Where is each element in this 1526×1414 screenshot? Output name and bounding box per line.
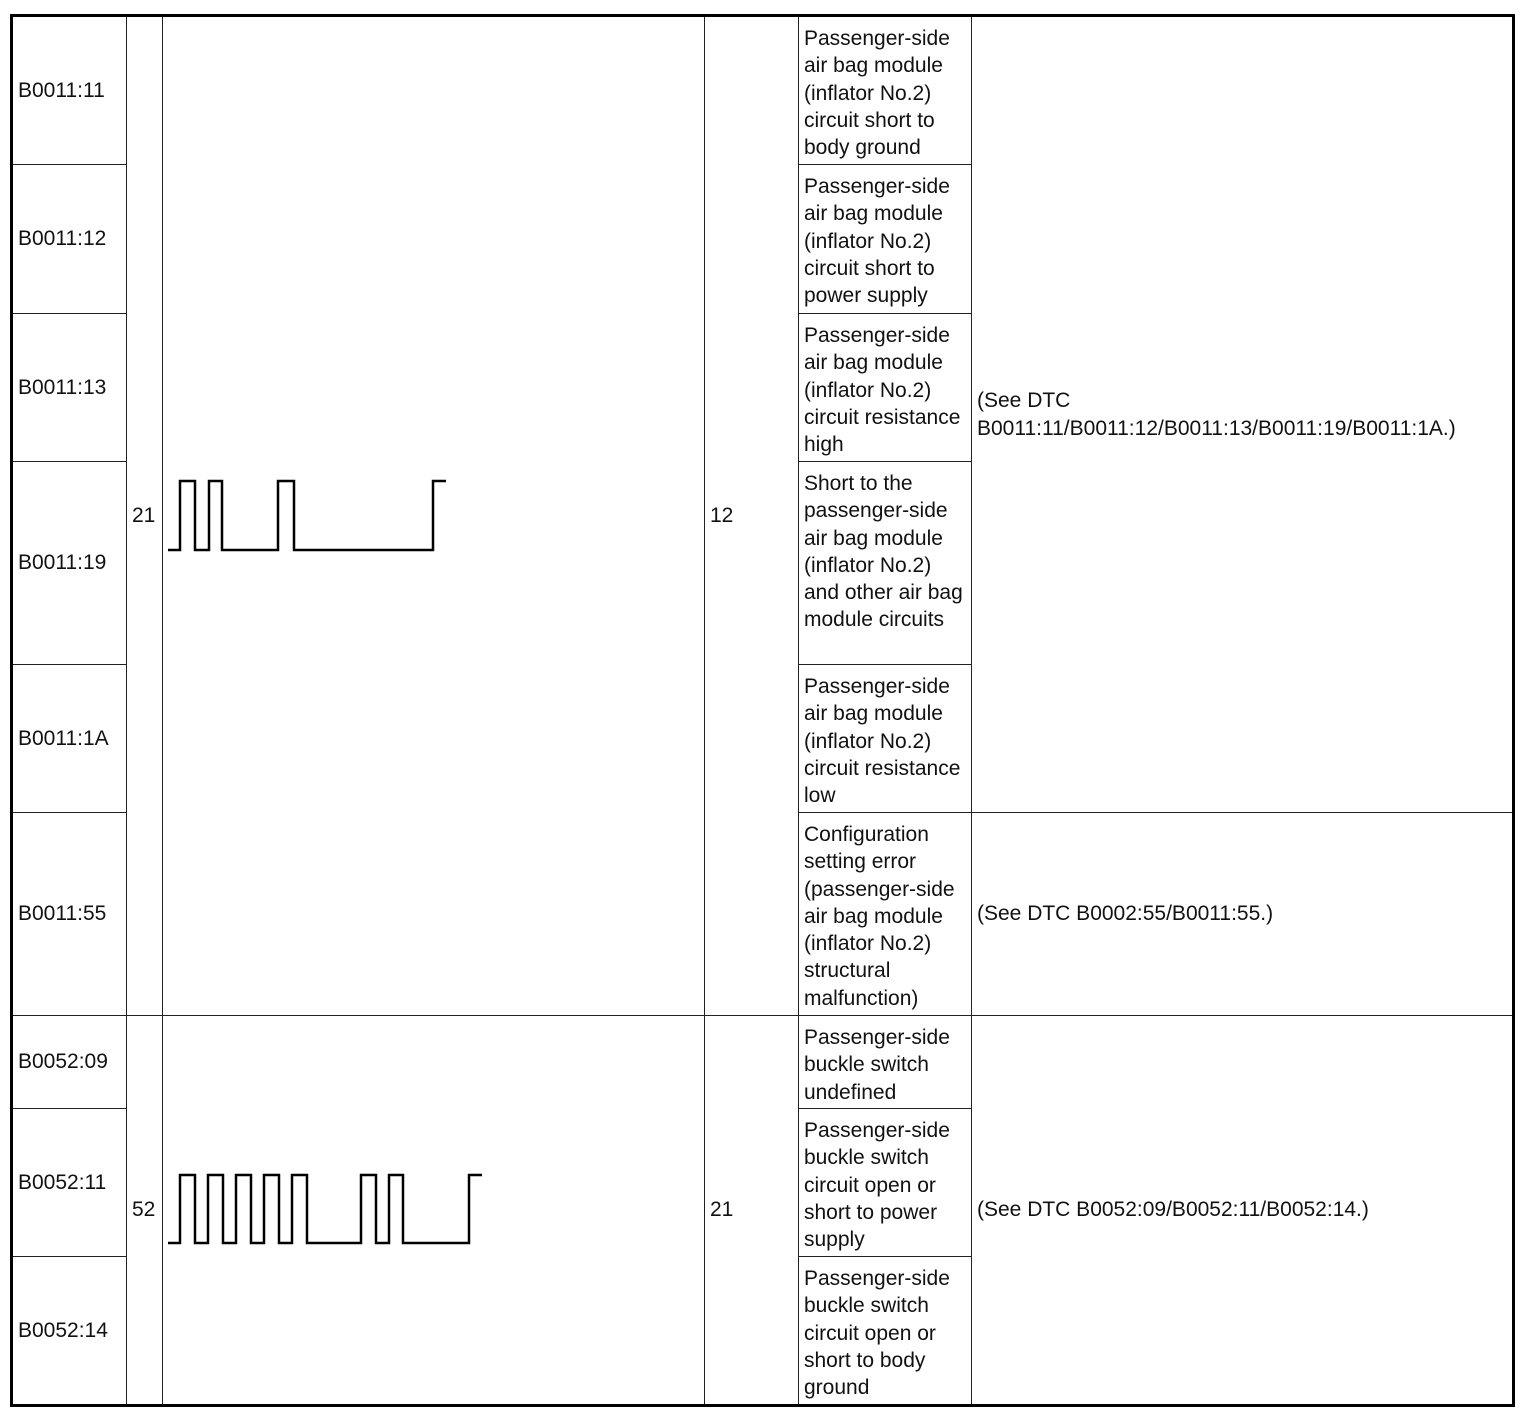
dtc-description: Passenger-side air bag module (inflator …: [798, 15, 972, 165]
dtc-description: Passenger-side air bag module (inflator …: [798, 664, 972, 813]
table-row: B0011:13 Passenger-side air bag module (…: [11, 313, 1514, 462]
dtc-table: B0011:11 21 12 Passenger-side air bag mo…: [10, 14, 1515, 1407]
table-row: B0052:14 Passenger-side buckle switch ci…: [11, 1256, 1514, 1406]
table-row: B0011:1A Passenger-side air bag module (…: [11, 664, 1514, 813]
dtc-code: B0011:19: [11, 461, 127, 665]
blink-code: 21: [126, 15, 163, 1016]
blink-pattern: [162, 15, 705, 1016]
dtc-code: B0011:13: [11, 313, 127, 462]
reference: (See DTC B0002:55/B0011:55.): [971, 812, 1514, 1016]
table-row: B0052:11 Passenger-side buckle switch ci…: [11, 1108, 1514, 1257]
waveform-icon: [168, 1173, 482, 1245]
dtc-code: B0052:09: [11, 1015, 127, 1109]
dtc-code: B0052:14: [11, 1256, 127, 1406]
table-row: B0011:55 Configuration setting error (pa…: [11, 812, 1514, 1016]
dtc-description: Configuration setting error (passenger-s…: [798, 812, 972, 1016]
dtc-description: Passenger-side buckle switch circuit ope…: [798, 1256, 972, 1406]
blink-pattern: [162, 1015, 705, 1406]
dtc-description: Passenger-side air bag module (inflator …: [798, 164, 972, 314]
dtc-code: B0052:11: [11, 1108, 127, 1257]
reference: (See DTC B0011:11/B0011:12/B0011:13/B001…: [971, 15, 1514, 813]
blink-code: 52: [126, 1015, 163, 1406]
dtc-code: B0011:1A: [11, 664, 127, 813]
waveform-icon: [168, 479, 446, 552]
table-row: B0052:09 52 21 Passenger-side buckle swi…: [11, 1015, 1514, 1406]
display-code: 12: [704, 15, 799, 1016]
dtc-code: B0011:12: [11, 164, 127, 314]
dtc-description: Short to the passenger-side air bag modu…: [798, 461, 972, 665]
table-row: B0011:12 Passenger-side air bag module (…: [11, 164, 1514, 314]
table-row: B0011:11 21 12 Passenger-side air bag mo…: [11, 15, 1514, 1016]
dtc-description: Passenger-side buckle switch circuit ope…: [798, 1108, 972, 1257]
table-row: B0011:19 Short to the passenger-side air…: [11, 461, 1514, 665]
reference: (See DTC B0052:09/B0052:11/B0052:14.): [971, 1015, 1514, 1406]
dtc-code: B0011:11: [11, 15, 127, 165]
dtc-description: Passenger-side air bag module (inflator …: [798, 313, 972, 462]
dtc-description: Passenger-side buckle switch undefined: [798, 1015, 972, 1109]
dtc-code: B0011:55: [11, 812, 127, 1016]
display-code: 21: [704, 1015, 799, 1406]
